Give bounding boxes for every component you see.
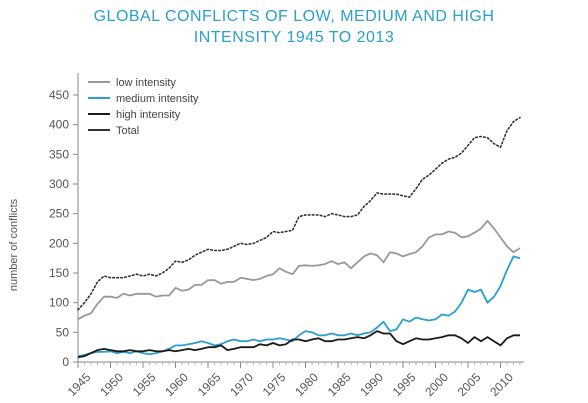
x-tick-label: 1955 (130, 370, 159, 399)
series-line-total (77, 116, 521, 311)
y-tick-label: 450 (49, 88, 69, 102)
x-tick-label: 2010 (487, 370, 516, 399)
y-tick-label: 400 (49, 118, 69, 132)
y-axis-label: number of conflicts (8, 198, 20, 291)
x-tick-label: 2000 (422, 370, 451, 399)
chart-legend: low intensity medium intensity high intens… (88, 77, 199, 137)
x-tick-label: 1985 (325, 370, 354, 399)
x-tick-label: 1945 (65, 370, 94, 399)
x-tick-label: 1965 (195, 370, 224, 399)
series-line-low-intensity (77, 219, 521, 321)
y-tick-label: 200 (49, 236, 69, 250)
x-tick-label: 1980 (292, 370, 321, 399)
y-tick-label: 0 (62, 355, 69, 369)
x-tick-label: 1960 (162, 370, 191, 399)
x-tick-label: 1970 (227, 370, 256, 399)
y-tick-label: 100 (49, 296, 69, 310)
y-tick-label: 250 (49, 207, 69, 221)
y-tick-label: 150 (49, 266, 69, 280)
series-line-medium-intensity (77, 255, 521, 357)
legend-label: low intensity (116, 77, 176, 89)
y-tick-label: 300 (49, 177, 69, 191)
chart-lines (77, 116, 521, 359)
chart-title-line-1: GLOBAL CONFLICTS OF LOW, MEDIUM AND HIGH (93, 8, 495, 25)
legend-label: medium intensity (116, 93, 199, 105)
x-tick-label: 1990 (357, 370, 386, 399)
y-tick-label: 350 (49, 147, 69, 161)
series-line-high-intensity (77, 330, 520, 359)
y-tick-label: 50 (56, 325, 70, 339)
legend-label: Total (116, 125, 139, 137)
x-tick-label: 1995 (390, 370, 419, 399)
x-tick-label: 2005 (455, 370, 484, 399)
legend-label: high intensity (116, 109, 181, 121)
chart-title-line-2: INTENSITY 1945 TO 2013 (193, 29, 395, 46)
x-tick-label: 1975 (260, 370, 289, 399)
x-tick-label: 1950 (97, 370, 126, 399)
